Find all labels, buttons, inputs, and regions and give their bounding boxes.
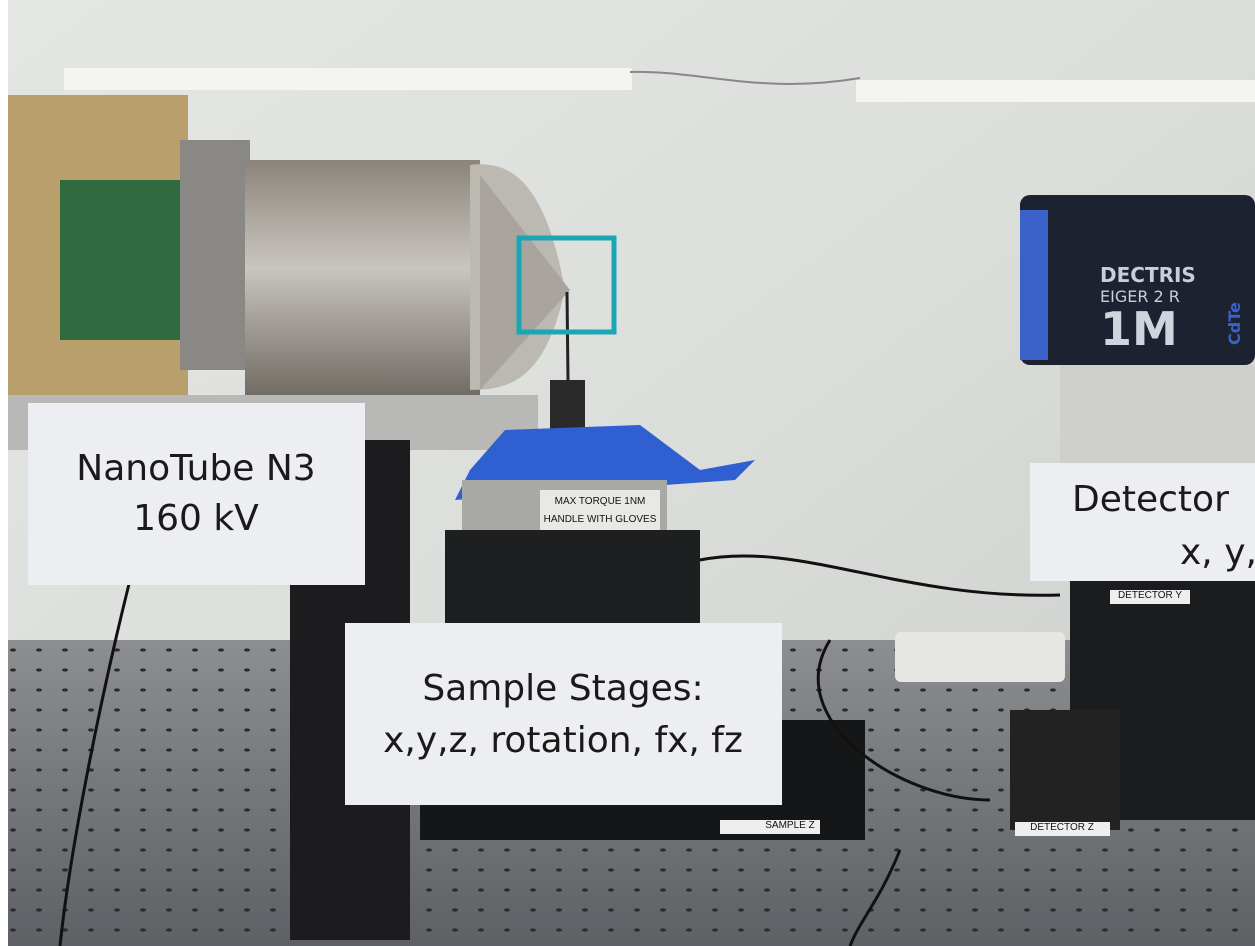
- detector-label: Detector x, y,: [1030, 463, 1255, 581]
- source-label: NanoTube N3 160 kV: [28, 403, 365, 585]
- warning-label: HANDLE WITH GLOVES: [544, 514, 657, 525]
- label-text: 160 kV: [133, 498, 259, 539]
- axis-label: DETECTOR Z: [1030, 822, 1094, 833]
- label-text: x,y,z, rotation, fx, fz: [383, 720, 743, 761]
- size: 1M: [1100, 302, 1178, 356]
- sensor: CdTe: [1225, 302, 1244, 345]
- warning-label: MAX TORQUE 1NM: [555, 496, 646, 507]
- sample-label: Sample Stages: x,y,z, rotation, fx, fz: [345, 623, 782, 805]
- photo-scene: MAX TORQUE 1NM HANDLE WITH GLOVES SAMPLE…: [0, 0, 1255, 946]
- label-text: NanoTube N3: [76, 448, 315, 489]
- page: MAX TORQUE 1NM HANDLE WITH GLOVES SAMPLE…: [0, 0, 1255, 946]
- label-text: x, y,: [1180, 532, 1255, 573]
- axis-label: SAMPLE Z: [765, 820, 814, 831]
- label-text: Sample Stages:: [422, 668, 703, 709]
- label-text: Detector: [1072, 479, 1229, 520]
- axis-label: DETECTOR Y: [1118, 590, 1182, 601]
- brand: DECTRIS: [1100, 263, 1196, 287]
